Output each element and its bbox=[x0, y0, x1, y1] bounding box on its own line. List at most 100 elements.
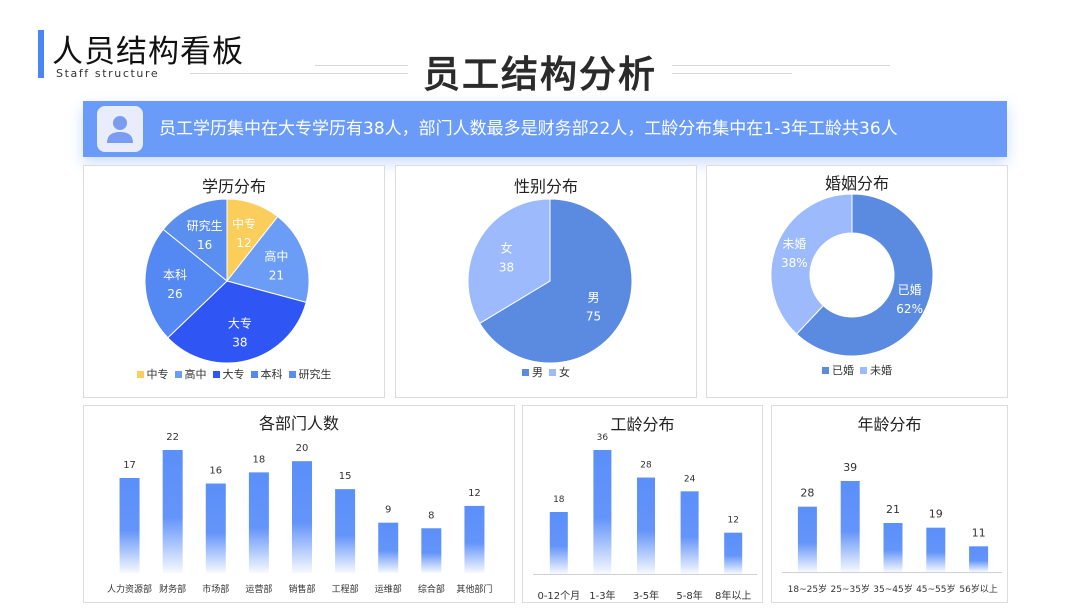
age-bar-value-2: 21 bbox=[886, 503, 900, 516]
department-bar-2 bbox=[205, 483, 226, 573]
department-bar-value-3: 18 bbox=[253, 454, 266, 465]
panel-tenure: 工龄分布 18 0-12个月 36 1-3年 28 3-5年 24 5-8年 12 8年以上 bbox=[522, 405, 763, 603]
education-legend-swatch-1 bbox=[174, 371, 182, 378]
department-bar-value-2: 16 bbox=[209, 466, 222, 477]
gender-legend-item-0: 男 bbox=[522, 364, 543, 380]
education-slice-label-1: 高中 bbox=[264, 249, 288, 264]
chart-title-age: 年龄分布 bbox=[857, 415, 922, 434]
tenure-bar-value-1: 36 bbox=[597, 433, 609, 443]
department-bar-8 bbox=[464, 505, 485, 573]
education-slice-value-4: 16 bbox=[197, 238, 212, 252]
department-category-label-8: 其他部门 bbox=[456, 583, 492, 595]
education-slice-value-1: 21 bbox=[269, 269, 284, 283]
marriage-legend-label-0: 已婚 bbox=[832, 364, 854, 377]
education-legend-label-2: 大专 bbox=[222, 368, 245, 381]
department-category-label-1: 财务部 bbox=[159, 583, 186, 595]
education-legend-item-1: 高中 bbox=[174, 366, 207, 382]
department-category-label-4: 销售部 bbox=[288, 583, 315, 595]
header-accent-bar bbox=[38, 30, 44, 78]
summary-banner: 员工学历集中在大专学历有38人，部门人数最多是财务部22人，工龄分布集中在1-3… bbox=[83, 101, 1007, 157]
tenure-category-label-4: 8年以上 bbox=[715, 589, 751, 602]
department-bar-value-6: 9 bbox=[385, 505, 391, 516]
marriage-slice-1 bbox=[770, 193, 853, 335]
education-slice-3 bbox=[144, 228, 228, 339]
summary-text: 员工学历集中在大专学历有38人，部门人数最多是财务部22人，工龄分布集中在1-3… bbox=[159, 119, 898, 139]
legend-marriage: 已婚 未婚 bbox=[707, 362, 1007, 378]
education-slice-value-0: 12 bbox=[236, 236, 251, 250]
tenure-bar-chart: 18 0-12个月 36 1-3年 28 3-5年 24 5-8年 12 8年以上 bbox=[533, 433, 757, 602]
tenure-bar-value-4: 12 bbox=[727, 516, 738, 526]
marriage-legend-swatch-0 bbox=[822, 367, 829, 374]
marriage-slice-label-1: 未婚 bbox=[782, 237, 806, 251]
marriage-legend-item-0: 已婚 bbox=[822, 362, 854, 378]
age-bar-value-1: 39 bbox=[843, 461, 857, 474]
education-legend-item-0: 中专 bbox=[136, 366, 169, 382]
gender-slice-0 bbox=[479, 198, 633, 364]
age-bar-value-0: 28 bbox=[800, 487, 814, 500]
tenure-bar-value-3: 24 bbox=[684, 474, 696, 484]
department-bar-5 bbox=[335, 489, 356, 573]
gender-legend-swatch-1 bbox=[549, 369, 556, 376]
tenure-bar-0 bbox=[549, 512, 568, 574]
education-legend-swatch-0 bbox=[136, 371, 144, 378]
page-title: 员工结构分析 bbox=[423, 53, 657, 96]
marriage-legend-item-1: 未婚 bbox=[860, 362, 892, 378]
education-slice-value-3: 26 bbox=[167, 287, 182, 301]
marriage-slice-label-0: 已婚 bbox=[898, 283, 922, 297]
gender-legend-label-1: 女 bbox=[559, 366, 570, 379]
education-legend-item-4: 研究生 bbox=[288, 366, 332, 382]
tenure-bar-2 bbox=[637, 477, 655, 574]
age-bar-value-4: 11 bbox=[972, 526, 986, 539]
education-slice-label-3: 本科 bbox=[163, 268, 187, 282]
education-legend-swatch-2 bbox=[212, 371, 220, 378]
panel-education: 学历分布 中专 12 高中 21 大专 38 本科 26 研究生 16 中专 高中 大专 本科 研究生 bbox=[83, 165, 385, 398]
gender-pie-chart: 男 75 女 38 bbox=[467, 198, 633, 364]
education-slice-label-4: 研究生 bbox=[187, 218, 223, 233]
chart-title-education: 学历分布 bbox=[201, 177, 266, 196]
panel-marriage: 婚姻分布 已婚 62% 未婚 38% 已婚 未婚 bbox=[706, 165, 1008, 398]
education-slice-label-0: 中专 bbox=[232, 216, 256, 231]
department-bar-1 bbox=[162, 450, 183, 573]
education-legend-label-0: 中专 bbox=[146, 368, 169, 381]
panel-age: 年龄分布 28 18~25岁 39 25~35岁 21 35~45岁 19 45~55岁 11 5… bbox=[771, 405, 1008, 603]
education-slice-value-2: 38 bbox=[232, 335, 247, 349]
education-legend-item-3: 本科 bbox=[250, 366, 283, 382]
chart-title-gender: 性别分布 bbox=[513, 177, 578, 196]
title-divider-right bbox=[672, 65, 890, 66]
age-bar-2 bbox=[883, 523, 903, 572]
title-divider-right-short bbox=[672, 73, 792, 74]
title-divider-left-short bbox=[315, 65, 408, 66]
gender-legend-swatch-0 bbox=[522, 369, 529, 376]
tenure-category-label-0: 0-12个月 bbox=[537, 590, 580, 602]
gender-slice-1 bbox=[467, 198, 551, 324]
legend-education: 中专 高中 大专 本科 研究生 bbox=[84, 366, 384, 382]
education-slice-4 bbox=[162, 198, 228, 283]
department-category-label-5: 工程部 bbox=[332, 583, 359, 595]
panel-department: 各部门人数 17 人力资源部 22 财务部 16 市场部 18 运营部 20 销售部 15 工程部 9 运… bbox=[83, 405, 515, 603]
department-bar-value-0: 17 bbox=[123, 460, 136, 471]
department-bar-0 bbox=[119, 477, 140, 573]
gender-legend-label-0: 男 bbox=[532, 366, 543, 379]
department-bar-value-5: 15 bbox=[339, 471, 352, 482]
legend-gender: 男女 bbox=[396, 364, 696, 380]
education-legend-swatch-3 bbox=[250, 371, 258, 378]
age-category-label-2: 35~45岁 bbox=[873, 583, 912, 595]
age-category-label-1: 25~35岁 bbox=[830, 583, 869, 595]
gender-legend-item-1: 女 bbox=[549, 364, 570, 380]
age-category-label-4: 56岁以上 bbox=[959, 583, 997, 595]
department-bar-value-1: 22 bbox=[166, 432, 179, 443]
education-legend-item-2: 大专 bbox=[212, 366, 245, 382]
title-divider-left bbox=[190, 73, 408, 74]
age-bar-value-3: 19 bbox=[929, 508, 943, 521]
department-category-label-3: 运营部 bbox=[245, 583, 272, 595]
department-category-label-0: 人力资源部 bbox=[107, 583, 152, 595]
gender-slice-value-1: 38 bbox=[499, 260, 514, 274]
tenure-category-label-3: 5-8年 bbox=[676, 589, 702, 602]
department-category-label-7: 综合部 bbox=[418, 583, 445, 595]
department-bar-7 bbox=[421, 528, 442, 573]
education-legend-label-1: 高中 bbox=[184, 368, 207, 381]
tenure-bar-4 bbox=[724, 532, 743, 574]
education-pie-chart: 中专 12 高中 21 大专 38 本科 26 研究生 16 bbox=[144, 198, 310, 364]
gender-slice-label-1: 女 bbox=[500, 240, 512, 255]
education-slice-1 bbox=[226, 215, 310, 304]
